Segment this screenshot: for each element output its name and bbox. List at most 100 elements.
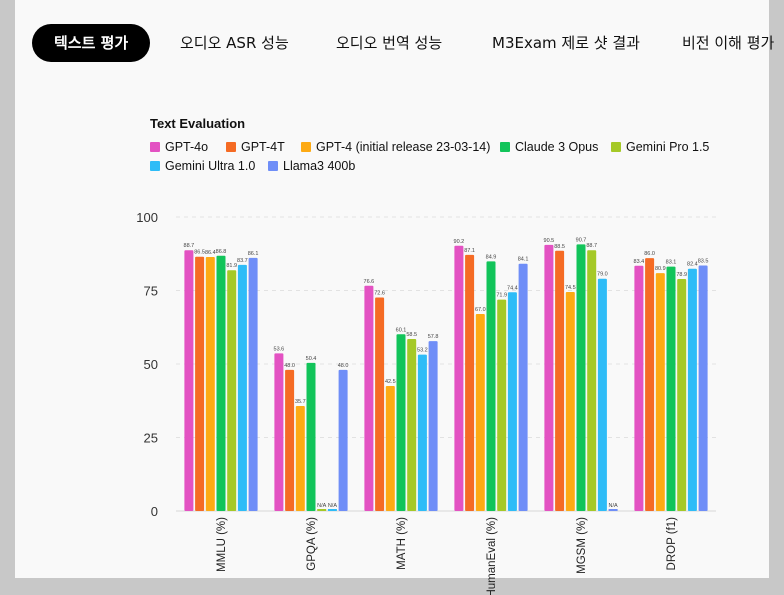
data-label: 88.7 (184, 243, 195, 249)
data-label: 90.2 (454, 239, 465, 245)
data-label: 86.5 (194, 250, 205, 256)
bar (237, 264, 247, 511)
legend-item[interactable]: GPT-4T (226, 140, 285, 154)
data-label: 48.0 (338, 363, 349, 369)
y-tick-label: 25 (144, 431, 158, 446)
bar (698, 265, 708, 511)
bar (248, 257, 258, 511)
bar (555, 250, 565, 511)
data-label: 48.0 (284, 363, 295, 369)
data-label: 90.7 (576, 237, 587, 243)
data-label: 83.4 (634, 259, 645, 265)
x-tick-label: DROP (f1) (666, 517, 678, 571)
legend-item[interactable]: Llama3 400b (268, 159, 355, 173)
legend-label: GPT-4T (241, 140, 285, 154)
bar (475, 314, 485, 511)
bar (544, 244, 554, 511)
data-label: 50.4 (306, 356, 317, 362)
y-tick-label: 75 (144, 284, 158, 299)
bar (274, 353, 284, 511)
legend-label: Gemini Ultra 1.0 (165, 159, 256, 173)
bar (486, 261, 496, 511)
bar (465, 254, 475, 511)
data-label: N/A (609, 503, 619, 509)
tab-audio-asr[interactable]: 오디오 ASR 성능 (180, 34, 289, 52)
legend-item[interactable]: Gemini Ultra 1.0 (150, 159, 255, 173)
data-label: 84.1 (518, 257, 529, 263)
data-label: 78.9 (676, 272, 687, 278)
bar (576, 244, 586, 512)
data-label: 90.5 (544, 238, 555, 244)
legend-swatch (611, 142, 621, 152)
data-label: 82.4 (687, 262, 698, 268)
legend-item[interactable]: GPT-4 (initial release 23-03-14) (301, 140, 490, 154)
data-label: 67.0 (475, 307, 486, 313)
data-label: 79.0 (597, 272, 608, 278)
data-label: 53.2 (417, 348, 428, 354)
bar (195, 256, 205, 511)
data-label: 72.6 (374, 291, 385, 297)
legend-item[interactable]: Gemini Pro 1.5 (611, 140, 709, 154)
bar (205, 256, 215, 511)
data-label: 71.9 (496, 293, 507, 299)
bar (597, 278, 607, 511)
data-label: 83.5 (698, 259, 709, 265)
tab-m3exam[interactable]: M3Exam 제로 샷 결과 (492, 34, 640, 52)
tab-audio-translation[interactable]: 오디오 번역 성능 (336, 34, 443, 52)
data-label: 58.5 (406, 332, 417, 338)
bar (677, 279, 687, 511)
legend-item[interactable]: Claude 3 Opus (500, 140, 598, 154)
data-label: 74.5 (565, 285, 576, 291)
chart-title: Text Evaluation (150, 116, 246, 131)
data-label: 53.6 (274, 346, 285, 352)
legend-swatch (500, 142, 510, 152)
data-label: 88.5 (554, 244, 565, 250)
bar (227, 270, 237, 511)
tab-vision-understanding[interactable]: 비전 이해 평가 (682, 34, 775, 52)
data-label: 88.7 (586, 243, 597, 249)
data-label: 74.4 (507, 285, 518, 291)
bar (454, 245, 464, 511)
bar (285, 369, 295, 511)
bar (655, 273, 665, 511)
y-tick-label: 100 (136, 210, 158, 225)
bar (317, 509, 327, 511)
data-label: 86.0 (644, 251, 655, 257)
data-label: 42.5 (385, 379, 396, 385)
data-label: 81.9 (226, 263, 237, 269)
tab-bar: 텍스트 평가 오디오 ASR 성능 오디오 번역 성능 M3Exam 제로 샷 … (0, 0, 784, 90)
bar (327, 509, 337, 511)
data-label: 86.8 (216, 249, 227, 255)
legend-swatch (226, 142, 236, 152)
data-label: N/A (328, 503, 338, 509)
x-tick-label: MGSM (%) (576, 517, 588, 574)
tab-text-evaluation[interactable]: 텍스트 평가 (32, 24, 151, 62)
bar (565, 291, 575, 511)
data-label: 87.1 (464, 248, 475, 254)
legend-swatch (150, 161, 160, 171)
data-label: 86.4 (205, 250, 216, 256)
bar (634, 265, 644, 511)
bar (295, 406, 305, 511)
bar (608, 509, 618, 511)
bar (518, 263, 528, 511)
data-label: 83.7 (237, 258, 248, 264)
x-tick-label: MMLU (%) (216, 517, 228, 572)
data-label: N/A (317, 503, 327, 509)
legend-label: Gemini Pro 1.5 (626, 140, 710, 154)
legend-swatch (150, 142, 160, 152)
x-tick-label: MATH (%) (396, 517, 408, 570)
bar (497, 299, 507, 511)
data-label: 86.1 (248, 251, 259, 257)
data-label: 84.9 (486, 254, 497, 260)
legend-item[interactable]: GPT-4o (150, 140, 208, 154)
y-tick-label: 0 (151, 504, 158, 519)
bar (375, 297, 385, 511)
bar (306, 362, 316, 511)
data-label: 60.1 (396, 327, 407, 333)
bar (428, 341, 438, 511)
legend-swatch (268, 161, 278, 171)
data-label: 76.6 (364, 279, 375, 285)
bar (216, 255, 226, 511)
